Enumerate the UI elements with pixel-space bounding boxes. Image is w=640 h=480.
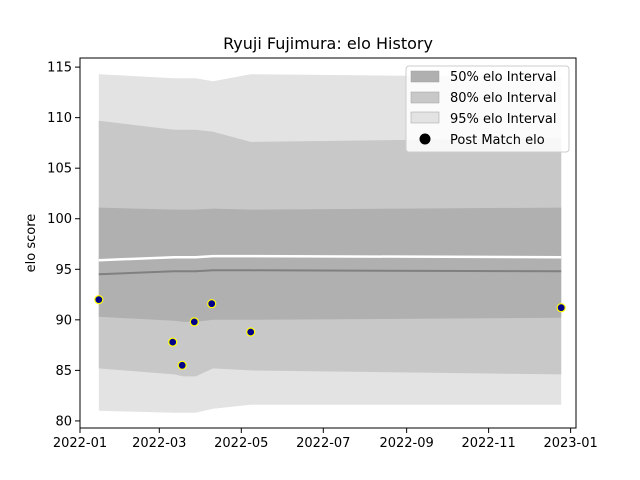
legend-label-95: 95% elo Interval: [450, 112, 557, 127]
legend: 50% elo Interval 80% elo Interval 95% el…: [405, 65, 570, 153]
post-match-point-5: [246, 327, 256, 337]
post-match-point-2: [177, 360, 187, 370]
interval-bands: [98, 74, 562, 413]
x-tick-label-5: 2022-11: [461, 436, 515, 451]
y-axis: 80 85 90 95 100 105 110 115: [47, 61, 80, 429]
y-axis-label: elo score: [24, 214, 39, 273]
post-match-point-6: [556, 303, 566, 313]
mean-line: [98, 269, 562, 276]
y-tick-label-1: 85: [55, 364, 72, 379]
legend-label-80: 80% elo Interval: [450, 91, 557, 106]
post-match-point-1: [168, 337, 178, 347]
plot-frame: [79, 57, 577, 429]
x-tick-label-1: 2022-03: [132, 436, 186, 451]
y-tick-label-0: 80: [55, 414, 72, 429]
y-tick-label-7: 115: [47, 61, 72, 76]
legend-marker-points: [419, 133, 431, 145]
legend-swatch-95: [410, 111, 440, 124]
chart-title: Ryuji Fujimura: elo History: [223, 34, 433, 53]
post-match-point-3: [189, 317, 199, 327]
y-tick-label-4: 100: [47, 212, 72, 227]
y-tick-label-5: 105: [47, 162, 72, 177]
x-tick-label-3: 2022-07: [296, 436, 350, 451]
y-tick-label-6: 110: [47, 111, 72, 126]
x-tick-label-2: 2022-05: [214, 436, 268, 451]
legend-label-50: 50% elo Interval: [450, 70, 557, 85]
post-match-point-4: [207, 299, 217, 309]
mean-highlight-line: [98, 254, 562, 262]
mean-line-layer: [98, 254, 562, 276]
legend-swatch-80: [410, 91, 440, 104]
post-match-points: [94, 295, 566, 370]
legend-box: [405, 65, 570, 153]
x-axis: 2022-01 2022-03 2022-05 2022-07 2022-09 2022-…: [53, 428, 598, 451]
y-tick-label-3: 95: [55, 263, 72, 278]
x-tick-label-0: 2022-01: [53, 436, 107, 451]
band-50-interval: [98, 207, 562, 322]
legend-swatch-50: [410, 70, 440, 83]
y-tick-label-2: 90: [55, 313, 72, 328]
post-match-point-0: [94, 295, 104, 305]
x-tick-label-6: 2023-01: [543, 436, 597, 451]
legend-label-points: Post Match elo: [450, 133, 545, 148]
x-tick-label-4: 2022-09: [379, 436, 433, 451]
